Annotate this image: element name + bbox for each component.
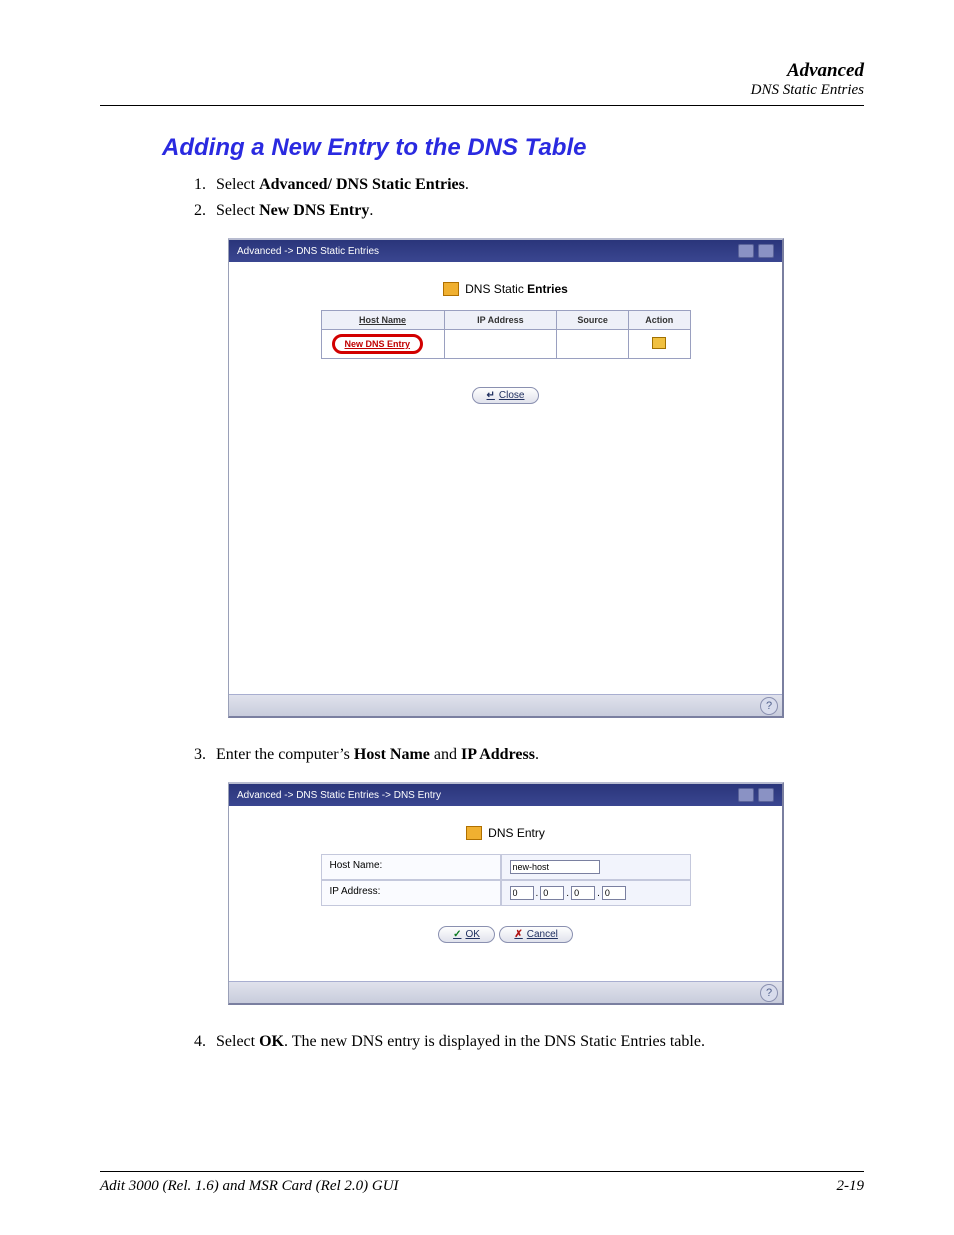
window-statusbar: ? <box>229 694 782 716</box>
header-subtitle: DNS Static Entries <box>100 82 864 99</box>
ip-octet-4[interactable] <box>602 886 626 900</box>
new-dns-entry-link[interactable]: New DNS Entry <box>345 339 411 349</box>
col-source: Source <box>557 311 629 330</box>
hostname-input[interactable] <box>510 860 600 874</box>
step-1: Select Advanced/ DNS Static Entries. <box>210 176 864 194</box>
return-icon: ↵ <box>487 390 495 401</box>
ip-octet-3[interactable] <box>571 886 595 900</box>
add-icon[interactable] <box>652 337 666 349</box>
step-3: Enter the computer’s Host Name and IP Ad… <box>210 746 864 764</box>
hostname-label: Host Name: <box>321 854 501 880</box>
dns-icon <box>466 826 482 840</box>
breadcrumb: Advanced -> DNS Static Entries -> DNS En… <box>237 790 441 801</box>
ip-input-group: ... <box>501 880 691 906</box>
titlebar-icon[interactable] <box>738 244 754 258</box>
step-1-text: Select <box>216 176 259 193</box>
screenshot-dns-static-entries: Advanced -> DNS Static Entries DNS Stati… <box>228 238 784 718</box>
table-row: New DNS Entry <box>321 330 690 359</box>
section-title: Adding a New Entry to the DNS Table <box>162 134 864 162</box>
window-titlebar: Advanced -> DNS Static Entries <box>229 240 782 262</box>
dns-table: Host Name IP Address Source Action New D… <box>321 310 691 359</box>
cancel-button-label: Cancel <box>527 929 558 940</box>
step-2-tail: . <box>369 202 373 219</box>
header-title: Advanced <box>100 60 864 82</box>
header-rule <box>100 105 864 106</box>
step-3-bold1: Host Name <box>354 746 430 763</box>
step-1-bold: Advanced/ DNS Static Entries <box>259 176 465 193</box>
panel-title-text: DNS Entry <box>488 826 545 840</box>
step-3-text: Enter the computer’s <box>216 746 354 763</box>
help-icon[interactable]: ? <box>760 984 778 1002</box>
close-button[interactable]: ↵ Close <box>472 387 540 404</box>
help-icon[interactable]: ? <box>760 697 778 715</box>
dns-entry-form: Host Name: IP Address: ... <box>321 854 691 906</box>
step-2-text: Select <box>216 202 259 219</box>
step-4-bold: OK <box>259 1033 284 1050</box>
titlebar-icon[interactable] <box>738 788 754 802</box>
panel-title: DNS Static Entries <box>249 282 762 296</box>
col-action: Action <box>629 311 691 330</box>
panel-title-bold: Entries <box>527 282 568 296</box>
footer-page: 2-19 <box>837 1178 865 1195</box>
footer-rule <box>100 1171 864 1172</box>
x-icon: ✗ <box>514 929 522 940</box>
titlebar-icon[interactable] <box>758 244 774 258</box>
step-4: Select OK. The new DNS entry is displaye… <box>210 1033 864 1051</box>
cancel-button[interactable]: ✗ Cancel <box>499 926 573 943</box>
ip-octet-2[interactable] <box>540 886 564 900</box>
highlight-ring: New DNS Entry <box>332 334 424 354</box>
step-2-bold: New DNS Entry <box>259 202 369 219</box>
step-3-bold2: IP Address <box>461 746 535 763</box>
ip-octet-1[interactable] <box>510 886 534 900</box>
ip-label: IP Address: <box>321 880 501 906</box>
step-4-text: Select <box>216 1033 259 1050</box>
titlebar-icon[interactable] <box>758 788 774 802</box>
col-hostname[interactable]: Host Name <box>321 311 444 330</box>
panel-title: DNS Entry <box>249 826 762 840</box>
step-1-tail: . <box>465 176 469 193</box>
footer-left: Adit 3000 (Rel. 1.6) and MSR Card (Rel 2… <box>100 1178 399 1195</box>
col-ip: IP Address <box>444 311 557 330</box>
ok-button[interactable]: ✓ OK <box>438 926 495 943</box>
page-header: Advanced DNS Static Entries <box>100 60 864 99</box>
panel-title-text: DNS Static <box>465 282 527 296</box>
dns-icon <box>443 282 459 296</box>
step-3-mid: and <box>430 746 461 763</box>
step-2: Select New DNS Entry. <box>210 202 864 220</box>
check-icon: ✓ <box>453 929 461 940</box>
ok-button-label: OK <box>465 929 479 940</box>
screenshot-dns-entry: Advanced -> DNS Static Entries -> DNS En… <box>228 782 784 1005</box>
breadcrumb: Advanced -> DNS Static Entries <box>237 246 379 257</box>
close-button-label: Close <box>499 390 525 401</box>
step-4-tail: . The new DNS entry is displayed in the … <box>284 1033 705 1050</box>
window-statusbar: ? <box>229 981 782 1003</box>
step-3-tail: . <box>535 746 539 763</box>
window-titlebar: Advanced -> DNS Static Entries -> DNS En… <box>229 784 782 806</box>
